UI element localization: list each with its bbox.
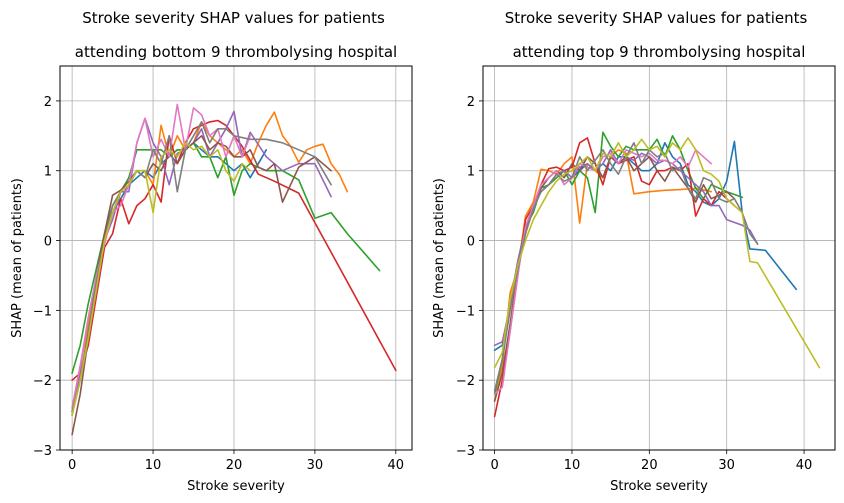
- right-chart-grid: [483, 66, 835, 451]
- left-chart-ticks: 0 10 20 30 40 −3 −2 −1 0 1 2: [33, 95, 404, 473]
- right-chart-series-line-7: [493, 149, 713, 395]
- right-chart-y-tick-label: −2: [456, 374, 475, 389]
- right-chart-series-line-2: [493, 149, 713, 402]
- left-chart-series-line-8: [71, 121, 332, 413]
- right-chart-plot-frame: [482, 65, 836, 451]
- left-chart-x-tick-label: 10: [145, 458, 162, 473]
- left-chart-series-group: [71, 103, 397, 436]
- left-chart-x-axis-label: Stroke severity: [187, 479, 285, 494]
- right-chart-y-tick-label: 1: [467, 165, 475, 180]
- left-chart-y-tick-label: 1: [44, 165, 52, 180]
- right-chart-x-tick-label: 30: [718, 458, 735, 473]
- right-chart-x-axis-label: Stroke severity: [610, 479, 708, 494]
- right-chart-x-tick-label: 20: [641, 458, 658, 473]
- right-chart-series-group: [493, 131, 821, 418]
- right-chart-y-tick-label: 0: [467, 235, 475, 250]
- left-chart-y-tick-label: −1: [33, 304, 52, 319]
- left-chart-title-line2: attending bottom 9 thrombolysing hospita…: [75, 43, 397, 61]
- right-chart-series-line-9: [493, 137, 821, 369]
- right-chart-series-line-4: [493, 137, 736, 418]
- left-chart-x-tick-label: 20: [226, 458, 243, 473]
- right-chart-y-tick-label: 2: [467, 95, 475, 110]
- right-chart-title-line2: attending top 9 thrombolysing hospital: [513, 43, 806, 61]
- left-chart-plot-frame: [59, 65, 413, 451]
- left-chart-series-line-9: [71, 142, 251, 416]
- right-chart-x-tick-label: 10: [564, 458, 581, 473]
- right-chart-y-axis-label: SHAP (mean of patients): [432, 178, 447, 338]
- left-chart-x-tick-label: 40: [388, 458, 405, 473]
- right-chart-title-line1: Stroke severity SHAP values for patients: [505, 9, 808, 27]
- left-chart: Stroke severity SHAP values for patients…: [10, 9, 413, 494]
- right-chart-series-line-5: [493, 149, 759, 347]
- left-chart-x-tick-label: 30: [307, 458, 324, 473]
- right-chart-y-tick-label: −1: [456, 304, 475, 319]
- right-chart-y-tick-label: −3: [456, 444, 475, 459]
- right-chart: Stroke severity SHAP values for patients…: [432, 9, 836, 494]
- left-chart-y-tick-label: 2: [44, 95, 52, 110]
- left-chart-y-axis-label: SHAP (mean of patients): [10, 178, 25, 338]
- right-chart-x-tick-label: 40: [796, 458, 813, 473]
- right-chart-ticks: 0 10 20 30 40 −3 −2 −1 0 1 2: [456, 95, 813, 473]
- left-chart-series-line-6: [71, 135, 332, 436]
- right-chart-x-tick-label: 0: [490, 458, 498, 473]
- left-chart-x-tick-label: 0: [68, 458, 76, 473]
- right-chart-series-line-3: [493, 131, 744, 395]
- left-chart-y-tick-label: 0: [44, 235, 52, 250]
- left-chart-title-line1: Stroke severity SHAP values for patients: [82, 9, 385, 27]
- left-chart-y-tick-label: −3: [33, 444, 52, 459]
- left-chart-y-tick-label: −2: [33, 374, 52, 389]
